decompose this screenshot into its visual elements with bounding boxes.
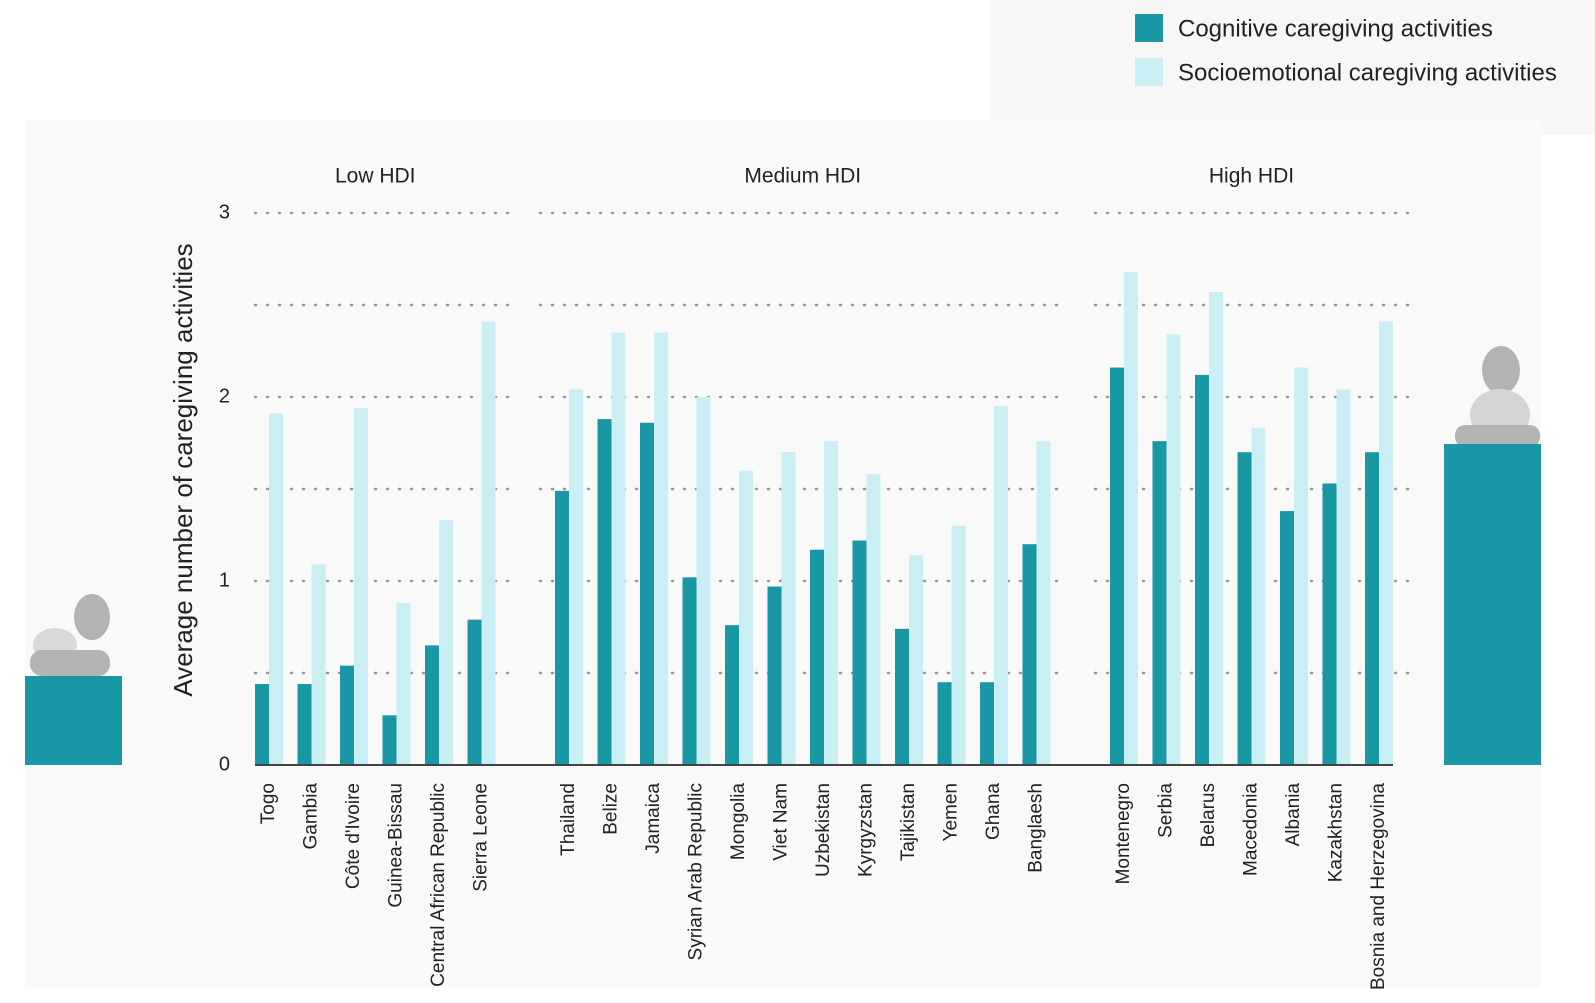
bar <box>555 490 569 765</box>
bar <box>597 419 612 765</box>
bar <box>340 665 354 765</box>
x-tick-label: Albania <box>1283 783 1304 847</box>
x-tick-label: Belize <box>601 783 622 835</box>
bar <box>1294 367 1308 765</box>
bar <box>739 470 753 765</box>
bar <box>382 715 397 765</box>
x-tick-label: Tajikistan <box>898 783 919 861</box>
bar <box>654 332 668 765</box>
group-label: Medium HDI <box>744 165 861 188</box>
legend-swatch <box>1135 14 1163 42</box>
legend-swatch <box>1135 58 1163 86</box>
y-tick-label: 1 <box>219 569 230 591</box>
x-tick-label: Sierra Leone <box>471 783 492 892</box>
x-tick-label: Viet Nam <box>771 783 792 861</box>
group-label: Low HDI <box>335 165 416 188</box>
x-tick-label: Macedonia <box>1241 783 1262 876</box>
baby-right <box>1455 346 1540 447</box>
bar <box>640 422 654 765</box>
decor-block <box>1444 444 1541 765</box>
bar <box>937 682 952 765</box>
bar <box>895 628 909 765</box>
x-tick-label: Belarus <box>1198 783 1219 847</box>
bar <box>1209 292 1223 765</box>
legend-label: Cognitive caregiving activities <box>1178 15 1493 42</box>
bar <box>1336 389 1351 765</box>
x-tick-label: Côte d'Ivoire <box>343 783 364 889</box>
bar <box>1280 511 1294 765</box>
bar <box>481 321 496 765</box>
bar <box>1152 441 1167 765</box>
bar <box>781 452 796 765</box>
x-tick-label: Jamaica <box>643 783 664 854</box>
baby-left <box>30 594 110 676</box>
bar <box>1195 374 1209 765</box>
bar <box>269 413 283 765</box>
bar <box>1322 483 1337 765</box>
bar <box>951 525 966 765</box>
y-axis-label: Average number of caregiving activities <box>168 243 198 696</box>
bar <box>611 332 626 765</box>
group-label: High HDI <box>1209 165 1294 188</box>
y-tick-label: 2 <box>219 385 230 407</box>
bar <box>1237 452 1252 765</box>
x-tick-label: Yemen <box>941 783 962 841</box>
bar <box>852 540 867 765</box>
bar <box>1022 544 1037 765</box>
bar <box>425 645 439 765</box>
x-tick-label: Gambia <box>301 783 322 850</box>
bar <box>909 555 923 765</box>
bar <box>1110 367 1124 765</box>
bar <box>1124 271 1138 765</box>
y-tick-label: 0 <box>219 753 230 775</box>
x-tick-label: Kazakhstan <box>1326 783 1347 882</box>
bar <box>1379 321 1393 765</box>
x-tick-label: Bosnia and Herzegovina <box>1368 783 1389 990</box>
bar <box>297 684 312 765</box>
x-tick-label: Ghana <box>983 783 1004 840</box>
bar <box>980 682 994 765</box>
x-tick-label: Guinea-Bissau <box>386 783 407 908</box>
x-tick-label: Mongolia <box>728 783 749 861</box>
bar <box>439 520 453 765</box>
x-tick-label: Uzbekistan <box>813 783 834 877</box>
x-tick-label: Syrian Arab Republic <box>686 783 707 960</box>
bar <box>824 441 838 765</box>
x-tick-label: Montenegro <box>1113 783 1134 884</box>
bar <box>1036 441 1051 765</box>
bar <box>1251 428 1266 765</box>
bar <box>467 619 482 765</box>
bar <box>682 577 697 765</box>
bar <box>1166 334 1181 765</box>
bar <box>255 684 269 765</box>
bar <box>354 408 368 765</box>
bar <box>696 397 711 765</box>
y-tick-label: 3 <box>219 201 230 223</box>
bar <box>311 564 326 765</box>
bar <box>396 603 411 765</box>
bar <box>767 586 782 765</box>
bar <box>1365 452 1379 765</box>
x-tick-label: Serbia <box>1156 783 1177 838</box>
x-tick-label: Togo <box>258 783 279 824</box>
x-tick-label: Kyrgyzstan <box>856 783 877 877</box>
x-tick-label: Banglaesh <box>1026 783 1047 873</box>
bar <box>866 474 881 765</box>
decor-block <box>25 676 122 765</box>
bar <box>569 389 583 765</box>
bar <box>810 549 824 765</box>
x-tick-label: Central African Republic <box>428 783 449 987</box>
bar <box>994 406 1008 765</box>
x-tick-label: Thailand <box>558 783 579 856</box>
legend-panel <box>990 0 1595 135</box>
legend-label: Socioemotional caregiving activities <box>1178 59 1557 86</box>
bar <box>725 625 739 765</box>
